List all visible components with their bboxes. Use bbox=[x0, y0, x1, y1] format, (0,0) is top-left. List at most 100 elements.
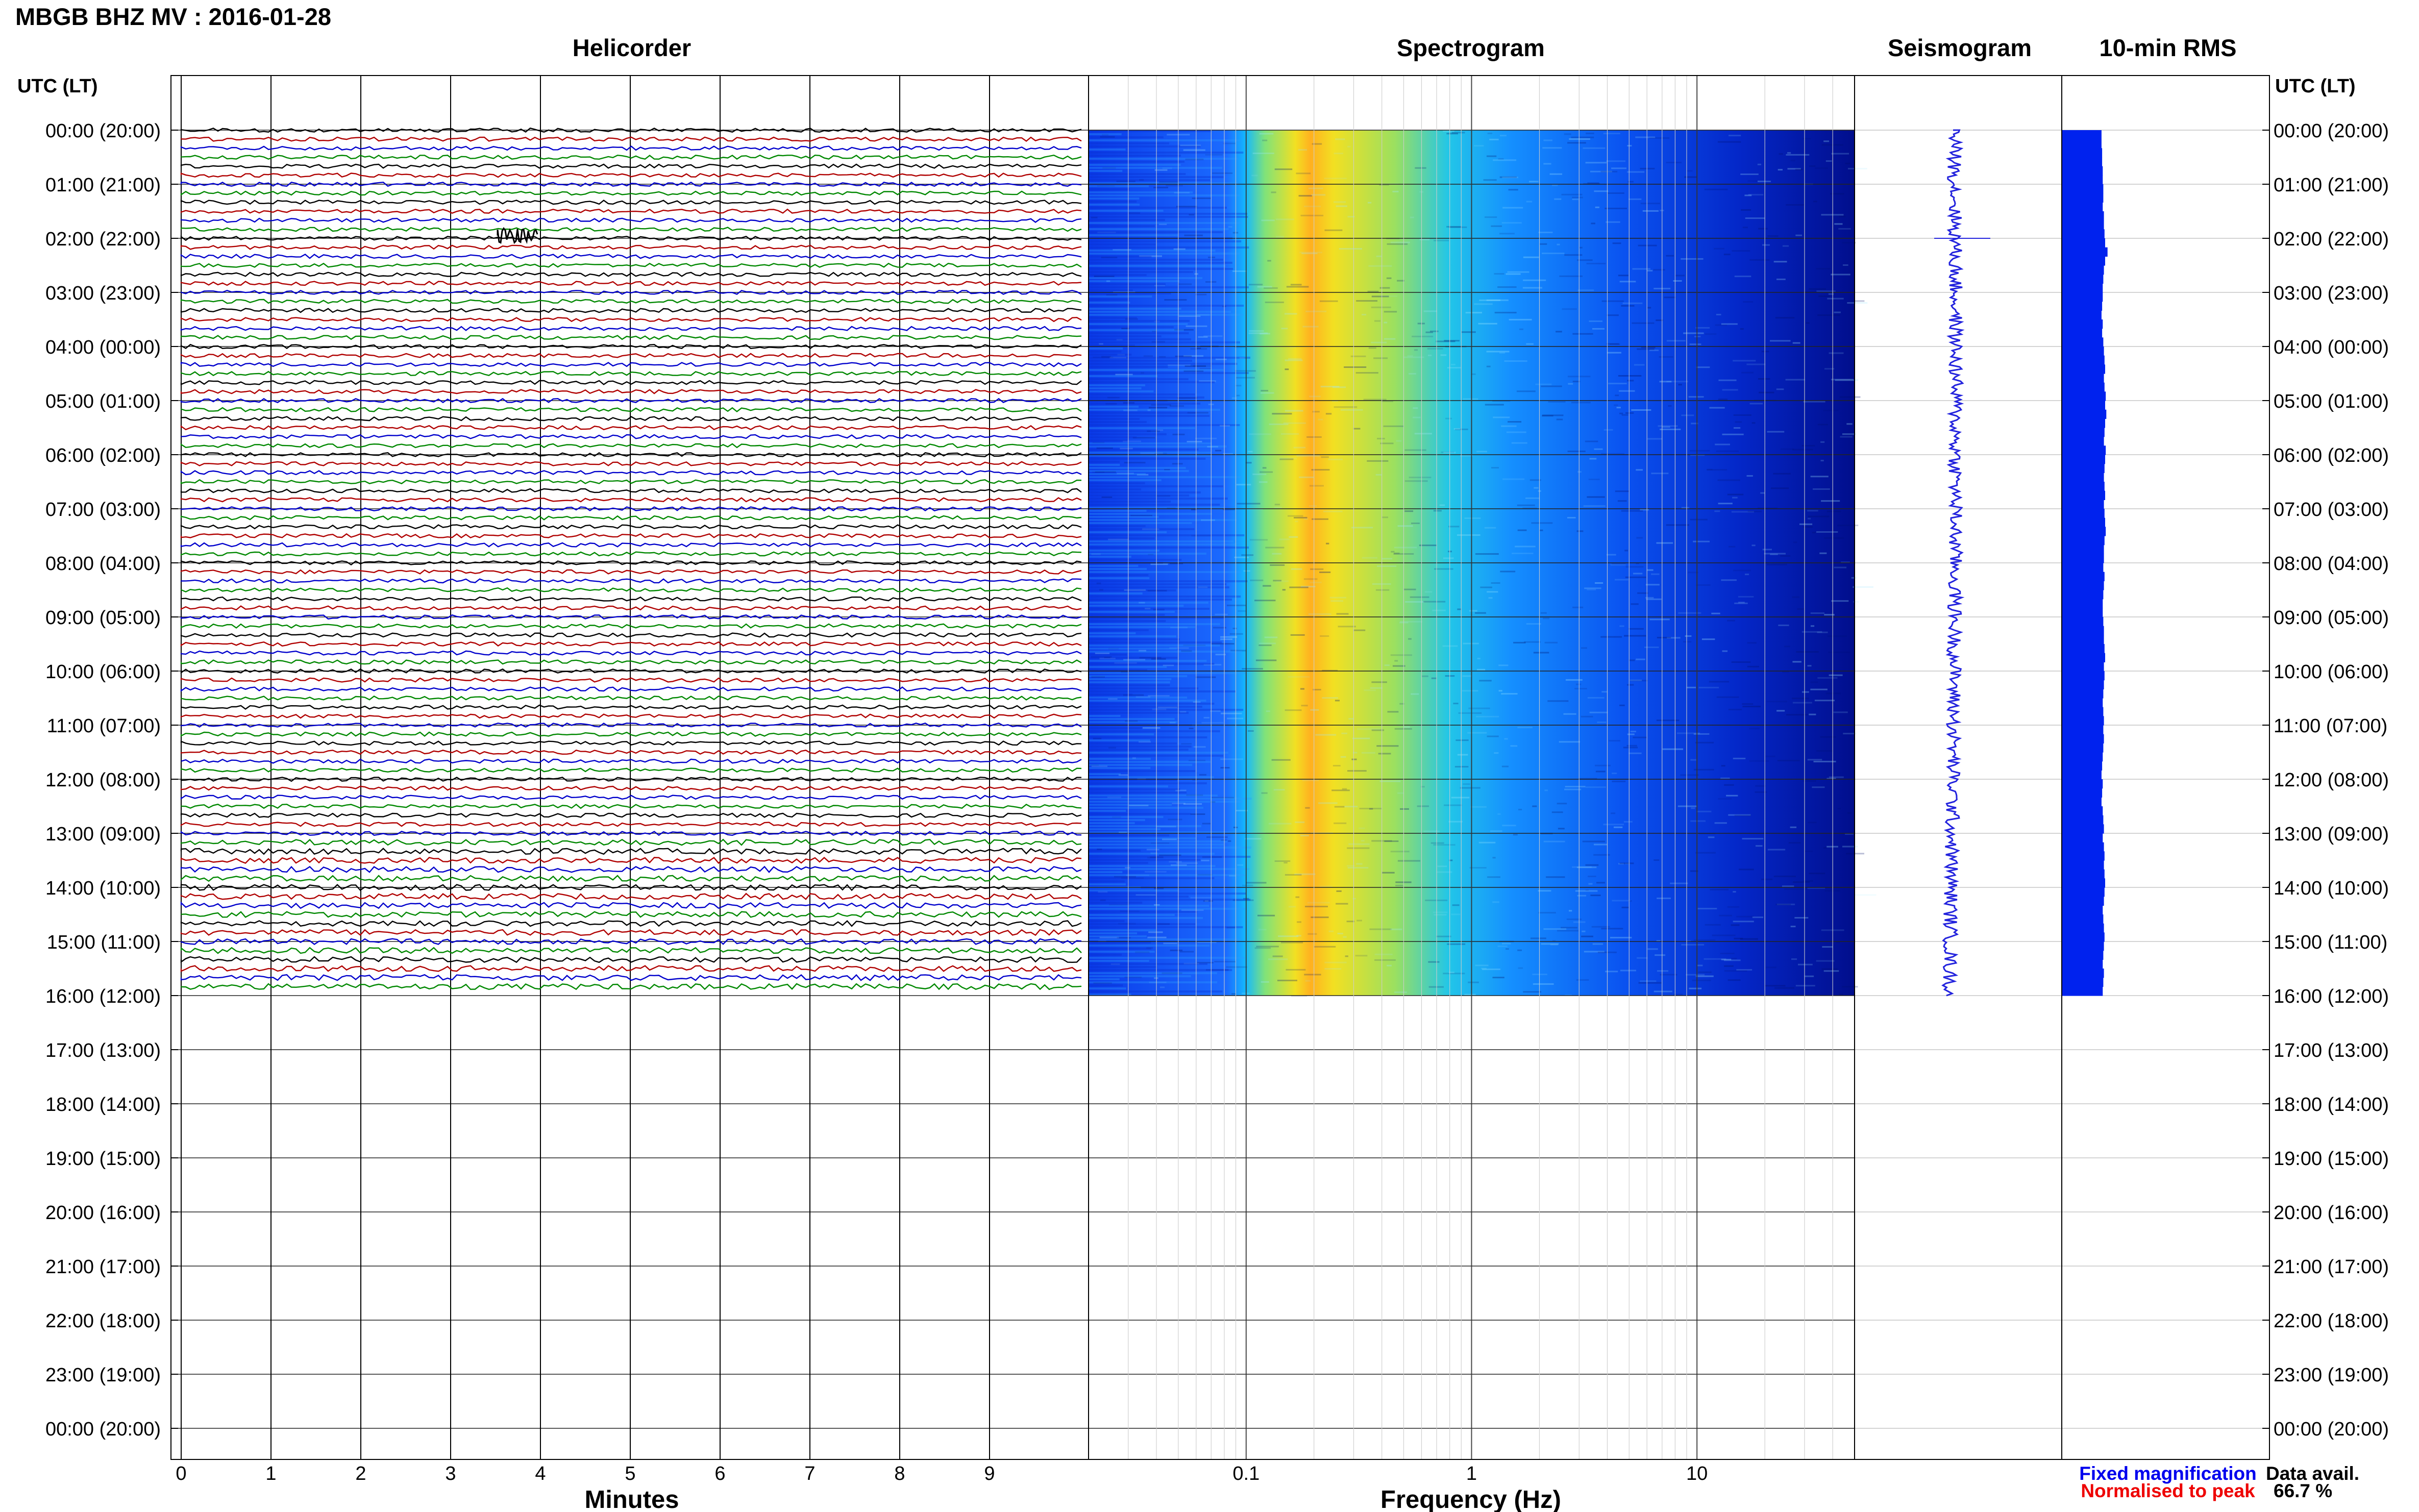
rms-bar bbox=[2062, 283, 2103, 293]
rms-bar bbox=[2062, 761, 2103, 771]
hour-label-left: 13:00 (09:00) bbox=[45, 824, 161, 845]
rms-bar bbox=[2062, 969, 2104, 978]
rms-bar bbox=[2062, 202, 2103, 212]
rms-bar bbox=[2062, 328, 2103, 338]
rms-bar bbox=[2062, 346, 2104, 356]
rms-bar bbox=[2062, 436, 2104, 446]
time-axis-label-left: UTC (LT) bbox=[17, 76, 98, 97]
rms-bar bbox=[2062, 680, 2104, 689]
time-axis-label-right: UTC (LT) bbox=[2275, 76, 2356, 97]
helicorder-trace bbox=[180, 668, 1082, 674]
helicorder-trace bbox=[180, 856, 1082, 864]
helicorder-x-axis: 0 1 2 3 4 5 6 7 8 9 bbox=[176, 1452, 995, 1484]
hour-label-right: 19:00 (15:00) bbox=[2274, 1148, 2389, 1170]
helicorder-trace bbox=[180, 893, 1082, 900]
rms-bar bbox=[2062, 220, 2104, 230]
rms-bars bbox=[2062, 130, 2108, 996]
helicorder-trace bbox=[180, 822, 1082, 827]
rms-bar bbox=[2062, 139, 2102, 148]
rms-title: 10-min RMS bbox=[2100, 34, 2237, 61]
spectrogram-x-tick-label: 1 bbox=[1466, 1463, 1477, 1484]
rms-bar bbox=[2062, 490, 2105, 500]
helicorder-trace bbox=[180, 452, 1082, 458]
hour-label-left: 23:00 (19:00) bbox=[45, 1365, 161, 1386]
spectrogram-x-tick-label: 10 bbox=[1686, 1463, 1708, 1484]
helicorder-trace bbox=[180, 911, 1082, 918]
helicorder-trace bbox=[180, 722, 1082, 728]
helicorder-trace bbox=[180, 749, 1082, 755]
helicorder-trace bbox=[180, 479, 1082, 485]
rms-bar bbox=[2062, 292, 2103, 302]
helicorder-x-tick-label: 8 bbox=[894, 1463, 905, 1484]
rms-bar bbox=[2062, 310, 2102, 320]
rms-bar bbox=[2062, 301, 2103, 311]
helicorder-trace bbox=[180, 316, 1082, 323]
seismogram-trace bbox=[1934, 129, 1990, 997]
rms-bar bbox=[2062, 851, 2105, 861]
rms-bar bbox=[2062, 337, 2104, 347]
rms-bar bbox=[2062, 482, 2105, 491]
rms-bar bbox=[2062, 887, 2105, 897]
rms-bar bbox=[2062, 581, 2104, 590]
helicorder-trace bbox=[180, 875, 1082, 882]
helicorder-trace bbox=[180, 560, 1082, 566]
helicorder-trace bbox=[180, 407, 1082, 413]
helicorder-trace bbox=[180, 497, 1082, 503]
helicorder-trace bbox=[181, 704, 1082, 710]
rms-bar bbox=[2062, 617, 2104, 627]
hour-label-left: 09:00 (05:00) bbox=[45, 607, 161, 629]
hour-label-right: 15:00 (11:00) bbox=[2274, 932, 2387, 953]
helicorder-x-tick-label: 3 bbox=[445, 1463, 456, 1484]
hour-label-right: 21:00 (17:00) bbox=[2274, 1256, 2389, 1278]
rms-bar bbox=[2062, 364, 2105, 374]
rms-bar bbox=[2062, 770, 2102, 780]
hour-label-right: 14:00 (10:00) bbox=[2274, 878, 2389, 899]
helicorder-trace bbox=[180, 901, 1082, 909]
helicorder-trace bbox=[180, 154, 1082, 160]
helicorder-traces bbox=[180, 127, 1082, 990]
spectrogram-xlabel: Frequency (Hz) bbox=[1380, 1486, 1561, 1512]
helicorder-trace bbox=[180, 488, 1082, 493]
helicorder-trace bbox=[180, 623, 1082, 629]
helicorder-trace bbox=[180, 262, 1082, 268]
rms-bar bbox=[2062, 671, 2105, 681]
helicorder-trace bbox=[180, 308, 1082, 313]
panel-frames bbox=[170, 75, 2270, 1460]
rms-bar bbox=[2062, 265, 2104, 275]
helicorder-trace bbox=[180, 883, 1082, 891]
helicorder-trace bbox=[180, 217, 1082, 223]
helicorder-trace bbox=[180, 190, 1082, 196]
helicorder-trace bbox=[180, 326, 1082, 331]
rms-bar bbox=[2062, 977, 2104, 987]
helicorder-trace bbox=[180, 172, 1082, 178]
hour-label-left: 19:00 (15:00) bbox=[45, 1148, 161, 1170]
helicorder-trace bbox=[180, 200, 1082, 205]
helicorder-trace bbox=[180, 244, 1082, 250]
rms-bar bbox=[2062, 509, 2105, 518]
rms-bar bbox=[2062, 923, 2104, 933]
helicorder-trace bbox=[180, 434, 1082, 439]
helicorder-trace bbox=[180, 596, 1082, 602]
hour-label-right: 08:00 (04:00) bbox=[2274, 553, 2389, 575]
helicorder-trace bbox=[180, 731, 1082, 737]
seismogram-title: Seismogram bbox=[1888, 34, 2032, 61]
rms-bar bbox=[2062, 662, 2104, 672]
legend-fixed-magnification: Fixed magnification bbox=[2079, 1463, 2256, 1484]
helicorder-trace bbox=[180, 956, 1082, 963]
rms-bar bbox=[2062, 698, 2103, 708]
rms-bar bbox=[2062, 635, 2104, 645]
hour-label-left: 04:00 (00:00) bbox=[45, 337, 161, 358]
rms-bar bbox=[2062, 959, 2103, 969]
helicorder-trace bbox=[180, 515, 1082, 520]
helicorder-trace bbox=[180, 470, 1082, 476]
helicorder-x-tick-label: 0 bbox=[176, 1463, 186, 1484]
hour-label-left: 14:00 (10:00) bbox=[45, 878, 161, 899]
helicorder-trace bbox=[180, 551, 1082, 557]
helicorder-trace bbox=[180, 335, 1082, 340]
helicorder-x-tick-label: 1 bbox=[265, 1463, 276, 1484]
helicorder-trace bbox=[180, 803, 1082, 809]
hour-label-right: 02:00 (22:00) bbox=[2274, 229, 2389, 250]
rms-bar bbox=[2062, 428, 2105, 437]
helicorder-trace bbox=[180, 533, 1082, 539]
rms-bar bbox=[2062, 229, 2105, 239]
